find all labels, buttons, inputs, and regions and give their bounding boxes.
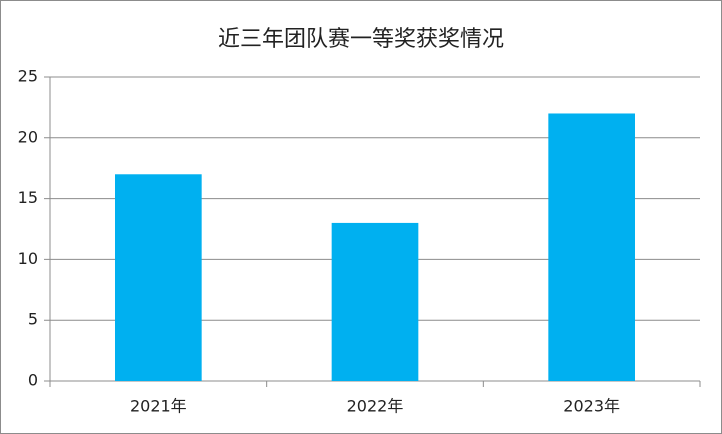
y-tick-label: 15 [18,188,38,207]
bar [548,113,635,381]
x-tick-label: 2023年 [563,397,620,416]
y-tick-label: 25 [18,67,38,86]
x-tick-label: 2022年 [347,397,404,416]
y-tick-label: 0 [28,371,38,390]
y-tick-label: 10 [18,249,38,268]
y-tick-label: 20 [18,127,38,146]
y-tick-label: 5 [28,310,38,329]
x-tick-label: 2021年 [130,397,187,416]
bar [115,174,202,381]
chart-title: 近三年团队赛一等奖获奖情况 [218,27,504,52]
bar [331,222,419,381]
